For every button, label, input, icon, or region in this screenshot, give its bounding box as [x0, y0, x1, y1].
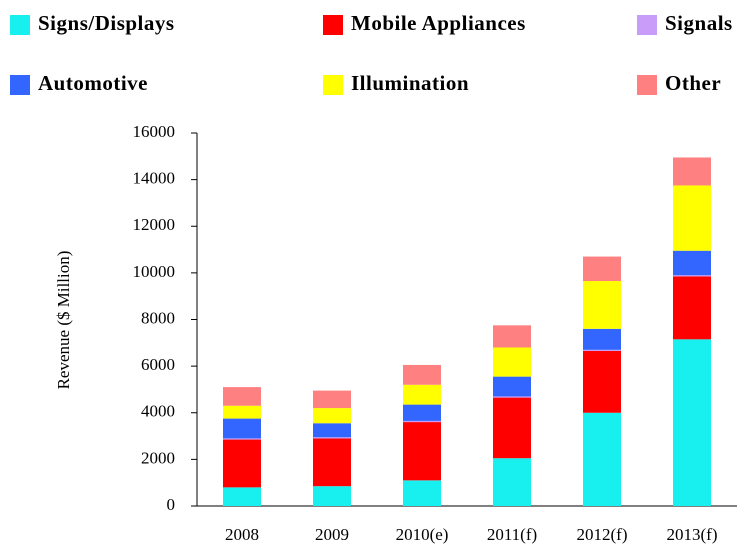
legend-label: Mobile Appliances — [351, 11, 526, 35]
bar-segment — [673, 185, 711, 251]
bar-segment — [583, 328, 621, 350]
bar-segment — [493, 458, 531, 506]
legend-swatch — [637, 15, 657, 35]
bar-segment — [673, 339, 711, 506]
y-tick-label: 4000 — [141, 402, 175, 421]
x-tick-label: 2012(f) — [577, 525, 628, 544]
y-tick-label: 0 — [167, 495, 176, 514]
legend-swatch — [637, 75, 657, 95]
bar-segment — [673, 275, 711, 277]
x-tick-label: 2010(e) — [396, 525, 449, 544]
bar-segment — [313, 423, 351, 438]
bar-segment — [223, 405, 261, 419]
y-tick-label: 8000 — [141, 308, 175, 327]
bar-segment — [223, 387, 261, 406]
bar-segment — [493, 397, 531, 459]
bar-segment — [403, 364, 441, 385]
legend-swatch — [10, 15, 30, 35]
bar-segment — [313, 408, 351, 424]
y-tick-label: 2000 — [141, 448, 175, 467]
bar-segment — [583, 350, 621, 413]
bar-segment — [313, 486, 351, 506]
bar-segment — [493, 396, 531, 398]
bar-segment — [583, 256, 621, 282]
bar-segment — [403, 480, 441, 506]
legend-swatch — [323, 75, 343, 95]
legend-swatch — [10, 75, 30, 95]
x-tick-label: 2008 — [225, 525, 259, 544]
bar-segment — [403, 404, 441, 421]
bar-segment — [223, 439, 261, 488]
bar-segment — [673, 276, 711, 340]
legend-label: Automotive — [38, 71, 148, 95]
y-tick-label: 6000 — [141, 355, 175, 374]
bar-segment — [223, 418, 261, 439]
y-tick-label: 10000 — [133, 262, 176, 281]
bar-segment — [673, 250, 711, 276]
bar-segment — [583, 349, 621, 351]
y-tick-label: 12000 — [133, 215, 176, 234]
x-tick-label: 2009 — [315, 525, 349, 544]
bar-segment — [313, 438, 351, 487]
legend-label: Other — [665, 71, 721, 95]
legend-label: Signals — [665, 11, 733, 35]
y-tick-label: 16000 — [133, 122, 176, 141]
legend-label: Illumination — [351, 71, 469, 95]
bar-segment — [583, 412, 621, 506]
legend-label: Signs/Displays — [38, 11, 175, 35]
bar-segment — [673, 157, 711, 186]
bar-segment — [223, 487, 261, 506]
bar-segment — [403, 420, 441, 423]
x-tick-label: 2013(f) — [667, 525, 718, 544]
bar-segment — [583, 281, 621, 329]
bar-segment — [403, 384, 441, 405]
bar-segment — [313, 390, 351, 409]
y-axis-label: Revenue ($ Million) — [54, 251, 73, 390]
bar-segment — [493, 376, 531, 397]
bar-segment — [493, 325, 531, 348]
legend-swatch — [323, 15, 343, 35]
bar-segment — [313, 437, 351, 439]
x-tick-label: 2011(f) — [487, 525, 537, 544]
y-tick-label: 14000 — [133, 169, 176, 188]
bar-segment — [493, 347, 531, 377]
bar-segment — [223, 438, 261, 440]
bar-segment — [403, 422, 441, 481]
